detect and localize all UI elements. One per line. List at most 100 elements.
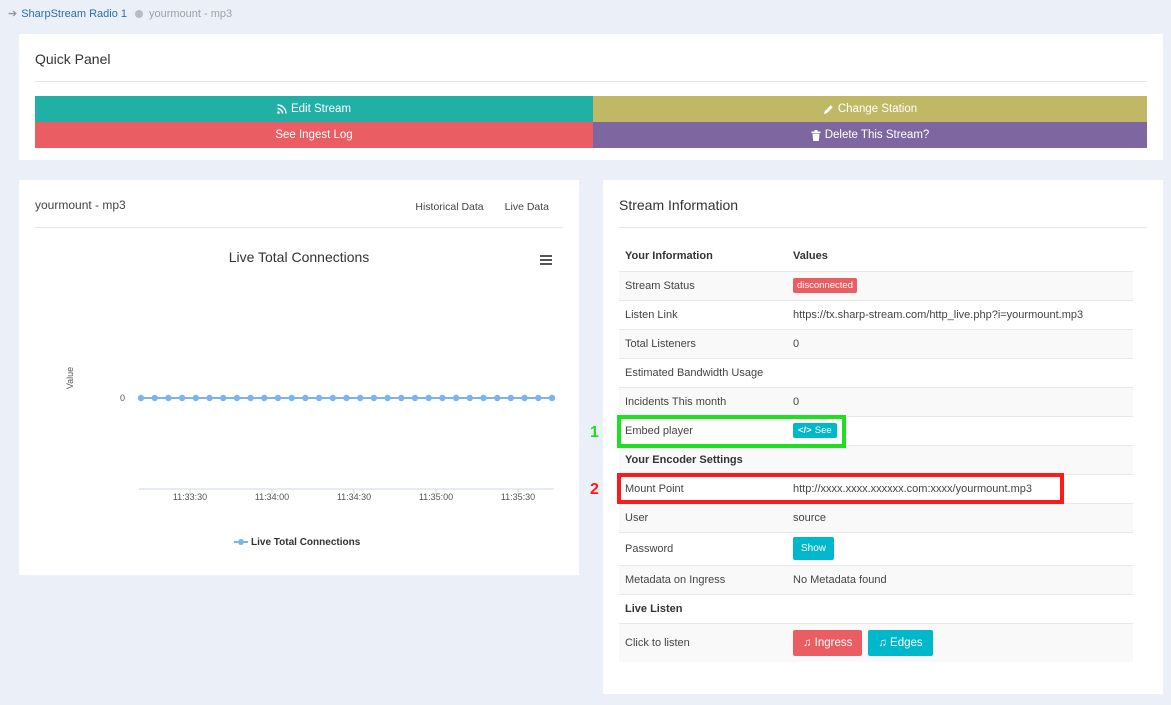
stream-information-panel: Stream Information Your Information Valu… (603, 180, 1163, 694)
stream-information-table: Your Information Values Stream Status di… (619, 242, 1133, 662)
row-incidents: Incidents This month 0 (619, 386, 1133, 416)
chart-panel-title: yourmount - mp3 (35, 198, 126, 212)
encoder-settings-heading: Your Encoder Settings (619, 444, 1133, 474)
tab-historical-data[interactable]: Historical Data (415, 201, 484, 213)
x-tick-label: 11:35:30 (501, 492, 535, 502)
bandwidth-value (787, 357, 1133, 387)
tab-live-data[interactable]: Live Data (504, 201, 549, 213)
legend-marker-icon (238, 539, 244, 545)
annotation-marker-2: 2 (590, 481, 599, 498)
row-listen-link: Listen Link https://tx.sharp-stream.com/… (619, 299, 1133, 329)
listen-link-value[interactable]: https://tx.sharp-stream.com/http_live.ph… (787, 299, 1133, 329)
edit-stream-button[interactable]: Edit Stream (35, 96, 593, 122)
divider (35, 227, 563, 228)
click-to-listen-label: Click to listen (619, 622, 787, 662)
chart-tabs: Historical Data Live Data (415, 201, 549, 213)
data-point[interactable] (425, 394, 432, 402)
data-point[interactable] (329, 394, 336, 402)
embed-see-button[interactable]: </> See (793, 423, 837, 438)
row-click-to-listen: Click to listen ♫ Ingress ♫ Edges (619, 622, 1133, 662)
data-point[interactable] (370, 394, 378, 402)
y-tick-label: 0 (120, 393, 125, 403)
live-connections-chart: Live Total Connections Value 0 11:33:30 1… (65, 249, 556, 548)
x-tick-label: 11:34:00 (255, 492, 289, 502)
row-live-listen-header: Live Listen (619, 593, 1133, 623)
trash-icon (811, 129, 821, 141)
column-header-values: Values (793, 250, 828, 263)
data-point[interactable] (315, 394, 323, 402)
data-point[interactable] (411, 394, 419, 402)
dot-icon (135, 9, 143, 18)
data-point[interactable] (261, 394, 268, 402)
rss-icon (277, 104, 287, 114)
delete-stream-button[interactable]: Delete This Stream? (593, 122, 1147, 148)
data-point[interactable] (452, 394, 460, 402)
stream-status-label: Stream Status (619, 270, 787, 300)
stream-information-title: Stream Information (619, 197, 739, 213)
row-user: User source (619, 502, 1133, 532)
pencil-icon (823, 104, 833, 114)
data-point[interactable] (507, 394, 515, 402)
music-note-icon: ♫ (803, 636, 812, 649)
edges-label: Edges (890, 636, 923, 649)
data-point[interactable] (357, 394, 364, 402)
table-header-row: Your Information Values (619, 242, 1133, 271)
data-point[interactable] (398, 394, 405, 402)
row-bandwidth: Estimated Bandwidth Usage (619, 357, 1133, 387)
data-point[interactable] (494, 394, 501, 402)
row-metadata: Metadata on Ingress No Metadata found (619, 564, 1133, 594)
chart-menu-icon[interactable] (540, 255, 552, 265)
embed-player-label: Embed player (619, 415, 787, 445)
metadata-label: Metadata on Ingress (619, 564, 787, 594)
incidents-value: 0 (787, 386, 1133, 416)
data-point[interactable] (192, 394, 199, 402)
listen-link-label: Listen Link (619, 299, 787, 329)
data-point[interactable] (480, 394, 487, 402)
chart-title: Live Total Connections (229, 249, 370, 265)
data-point[interactable] (535, 394, 542, 402)
breadcrumb-current: yourmount - mp3 (149, 7, 233, 20)
data-point[interactable] (247, 394, 254, 402)
legend-label: Live Total Connections (251, 537, 361, 548)
series-live-total-connections (137, 394, 556, 402)
edit-stream-label: Edit Stream (290, 103, 352, 115)
data-point[interactable] (220, 394, 227, 402)
data-point[interactable] (288, 394, 295, 402)
status-badge: disconnected (793, 278, 857, 293)
see-ingest-log-button[interactable]: See Ingest Log (35, 122, 593, 148)
data-point[interactable] (165, 394, 172, 402)
show-password-button[interactable]: Show (793, 537, 835, 560)
data-point[interactable] (274, 394, 282, 402)
data-point[interactable] (384, 394, 391, 402)
incidents-label: Incidents This month (619, 386, 787, 416)
data-point[interactable] (233, 394, 241, 402)
column-header-info: Your Information (625, 250, 713, 263)
x-tick-label: 11:34:30 (337, 492, 371, 502)
data-point[interactable] (439, 394, 446, 402)
ingress-listen-button[interactable]: ♫ Ingress (793, 629, 863, 656)
change-station-button[interactable]: Change Station (593, 96, 1147, 122)
user-value: source (787, 502, 1133, 532)
data-point[interactable] (302, 394, 309, 402)
embed-see-label: See (814, 425, 832, 436)
data-point[interactable] (137, 394, 145, 402)
annotation-marker-1: 1 (590, 424, 599, 441)
data-point[interactable] (343, 394, 350, 402)
chart-panel: yourmount - mp3 Historical Data Live Dat… (19, 180, 579, 575)
delete-stream-label: Delete This Stream? (824, 129, 930, 141)
change-station-label: Change Station (837, 103, 918, 115)
data-point[interactable] (206, 394, 213, 402)
highlight-embed-player (617, 415, 846, 448)
data-point[interactable] (466, 394, 473, 402)
edges-listen-button[interactable]: ♫ Edges (868, 629, 933, 656)
data-point[interactable] (151, 394, 158, 402)
breadcrumb-station-link[interactable]: SharpStream Radio 1 (21, 7, 127, 20)
data-point[interactable] (521, 394, 528, 402)
x-tick-label: 11:35:00 (419, 492, 453, 502)
data-point[interactable] (548, 394, 556, 402)
row-total-listeners: Total Listeners 0 (619, 328, 1133, 358)
chart-legend[interactable]: Live Total Connections (234, 537, 361, 548)
data-point[interactable] (178, 394, 186, 402)
bandwidth-label: Estimated Bandwidth Usage (619, 357, 787, 387)
ingress-label: Ingress (814, 636, 853, 649)
